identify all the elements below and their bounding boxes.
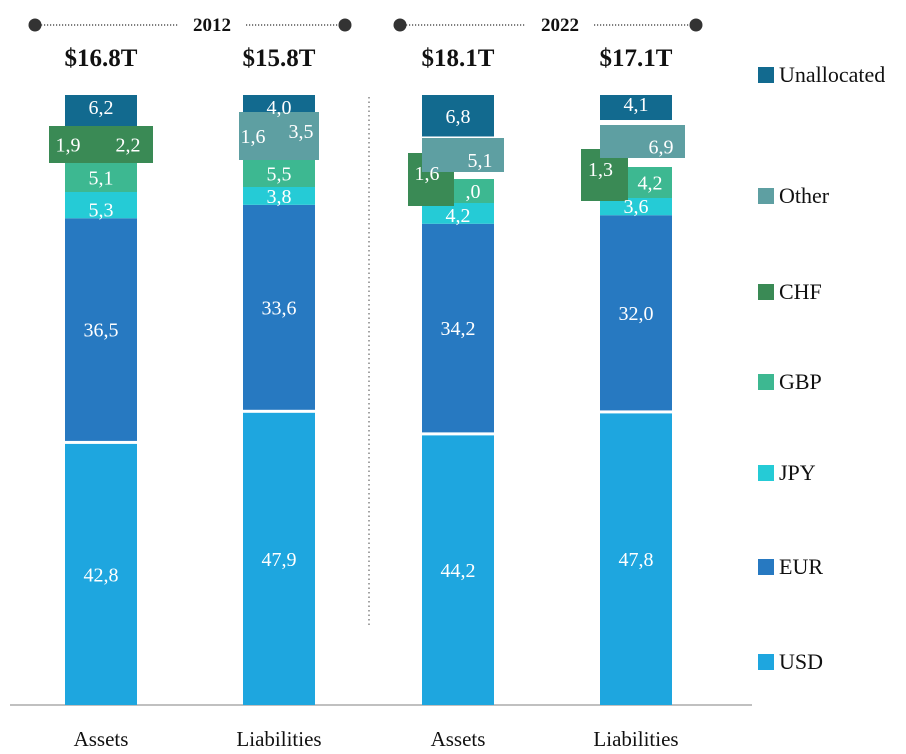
column-total-label: $16.8T xyxy=(65,45,138,72)
column-total-label: $15.8T xyxy=(243,45,316,72)
data-label-usd: 47,8 xyxy=(619,549,654,571)
legend-swatch xyxy=(758,654,774,670)
x-tick-label: Liabilities xyxy=(593,727,678,751)
group-rule-dot-right xyxy=(689,18,703,32)
data-label-gbp: 5,1 xyxy=(89,168,114,190)
legend-label: JPY xyxy=(779,460,816,485)
legend-label: CHF xyxy=(779,279,822,304)
data-label-chf: 1,6 xyxy=(241,126,266,148)
legend-item-usd: USD xyxy=(758,649,823,675)
data-label-jpy: 4,2 xyxy=(446,205,471,227)
group-rule-dot-left xyxy=(393,18,407,32)
group-year-label: 2012 xyxy=(193,15,231,36)
group-rule-dot-right xyxy=(338,18,352,32)
bar-segment-gbp xyxy=(452,179,494,203)
legend-label: Other xyxy=(779,183,830,208)
data-label-usd: 44,2 xyxy=(441,560,476,582)
data-label-other: 5,1 xyxy=(468,150,493,172)
bar-segment-chf xyxy=(49,126,153,163)
bar-segment-usd xyxy=(243,412,315,705)
legend-label: Unallocated xyxy=(779,62,886,87)
data-label-jpy: 5,3 xyxy=(89,199,114,221)
data-label-eur: 36,5 xyxy=(84,320,119,342)
data-label-other: 6,9 xyxy=(649,137,674,159)
data-label-eur: 32,0 xyxy=(619,303,654,325)
legend-swatch xyxy=(758,559,774,575)
bar-segment-unallocated xyxy=(422,95,494,137)
data-label-other: 3,5 xyxy=(289,121,314,143)
column-total-label: $17.1T xyxy=(600,45,673,72)
legend-item-eur: EUR xyxy=(758,554,823,580)
bar-segment-eur xyxy=(600,215,672,411)
bar-segment-gbp xyxy=(65,163,137,192)
x-tick-label: Assets xyxy=(74,727,129,751)
data-label-usd: 42,8 xyxy=(84,564,119,586)
group-rule-dot-left xyxy=(28,18,42,32)
legend-swatch xyxy=(758,67,774,83)
data-label-unallocated: 4,0 xyxy=(267,97,292,119)
x-tick-label: Assets xyxy=(431,727,486,751)
bar-segment-eur xyxy=(422,223,494,433)
bar-segment-gbp xyxy=(628,167,672,198)
bar-segment-usd xyxy=(65,443,137,705)
data-label-eur: 33,6 xyxy=(262,297,297,319)
bar-segment-gbp xyxy=(243,160,315,187)
legend-item-gbp: GBP xyxy=(758,369,822,395)
legend-label: GBP xyxy=(779,369,822,394)
data-label-unallocated: 6,8 xyxy=(446,106,471,128)
bar-segment-unallocated xyxy=(600,95,672,121)
data-label-gbp: 4,2 xyxy=(638,173,663,195)
bar-segment-eur xyxy=(65,218,137,441)
legend-item-other: Other xyxy=(758,183,829,209)
legend-swatch xyxy=(758,188,774,204)
data-label-usd: 47,9 xyxy=(262,549,297,571)
bar-segment-usd xyxy=(422,435,494,705)
legend-swatch xyxy=(758,465,774,481)
bar-segment-other xyxy=(422,138,504,172)
data-label-gbp: 5,5 xyxy=(267,164,292,186)
column-total-label: $18.1T xyxy=(422,45,495,72)
legend-swatch xyxy=(758,374,774,390)
bar-segment-usd xyxy=(600,413,672,705)
data-label-unallocated: 6,2 xyxy=(89,97,114,119)
data-label-jpy: 3,6 xyxy=(624,196,649,218)
bar-segment-eur xyxy=(243,204,315,410)
legend-item-jpy: JPY xyxy=(758,460,816,486)
legend-label: EUR xyxy=(779,554,823,579)
data-label-jpy: 3,8 xyxy=(267,186,292,208)
data-label-gbp: ,0 xyxy=(466,181,481,203)
data-label-chf: 1,3 xyxy=(588,159,613,181)
data-label-unallocated: 4,1 xyxy=(624,94,649,116)
legend-label: USD xyxy=(779,649,824,674)
data-label-eur: 34,2 xyxy=(441,318,476,340)
group-year-label: 2022 xyxy=(541,15,579,36)
data-label-chf: 1,9 xyxy=(56,135,81,157)
data-label-other: 2,2 xyxy=(116,135,141,157)
legend-item-unallocated: Unallocated xyxy=(758,62,885,88)
x-tick-label: Liabilities xyxy=(236,727,321,751)
bar-segment-other xyxy=(239,112,319,160)
legend-swatch xyxy=(758,284,774,300)
bar-segment-other xyxy=(600,125,685,158)
legend-item-chf: CHF xyxy=(758,279,822,305)
data-label-chf: 1,6 xyxy=(415,163,440,185)
